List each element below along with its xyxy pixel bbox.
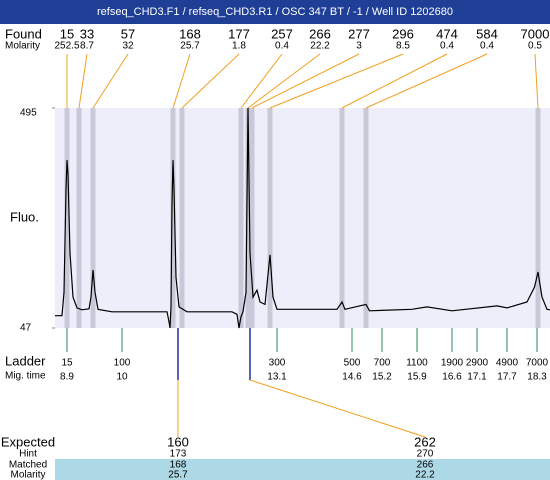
found-size: 57	[121, 26, 135, 41]
trace	[55, 107, 550, 329]
found-sublabel: Molarity	[5, 41, 40, 52]
expected-value: 160	[167, 434, 189, 449]
hint-value: 173	[170, 449, 187, 460]
molarity-label: Molarity	[10, 470, 45, 480]
found-molarity: 0.4	[480, 41, 494, 52]
ladder-time: 17.1	[467, 372, 487, 383]
found-size: 584	[476, 26, 498, 41]
found-size: 177	[228, 26, 250, 41]
found-label: Found	[5, 26, 42, 41]
peak-band	[170, 108, 176, 328]
found-size: 296	[392, 26, 414, 41]
matched-label: Matched	[9, 460, 47, 471]
y-tick-label: 47	[20, 323, 32, 334]
peak-band	[76, 108, 82, 328]
peak-band	[267, 108, 273, 328]
ladder-size: 4900	[496, 358, 519, 369]
peak-connector	[247, 53, 321, 109]
peak-band	[339, 108, 345, 328]
title-bar	[0, 0, 550, 24]
ladder-time: 15.9	[407, 372, 427, 383]
ladder-size: 1100	[406, 358, 428, 369]
ladder-size: 300	[269, 358, 286, 369]
peak-connector	[78, 53, 88, 109]
ladder-size: 100	[114, 358, 131, 369]
found-size: 266	[309, 26, 331, 41]
ladder-size: 1900	[441, 358, 464, 369]
ladder-time: 8.9	[60, 372, 74, 383]
found-size: 474	[436, 26, 458, 41]
found-size: 277	[348, 26, 370, 41]
found-molarity: 0.4	[275, 41, 289, 52]
hint-value: 270	[417, 449, 434, 460]
peak-band	[238, 108, 244, 328]
hint-label: Hint	[19, 449, 37, 460]
ladder-size: 15	[61, 358, 73, 369]
found-molarity: 22.2	[310, 41, 330, 52]
matched-value: 266	[417, 460, 434, 471]
peak-band	[245, 108, 251, 328]
peak-band	[90, 108, 96, 328]
ladder-size: 2900	[466, 358, 489, 369]
peak-band	[535, 108, 541, 328]
plot-area	[55, 108, 550, 328]
found-molarity: 3	[356, 41, 362, 52]
ladder-sublabel: Mig. time	[5, 371, 46, 382]
expected-molarity: 25.7	[168, 470, 188, 480]
found-size: 7000	[521, 26, 550, 41]
expected-molarity: 22.2	[415, 470, 435, 480]
peak-connector	[365, 53, 488, 109]
ladder-label: Ladder	[5, 353, 46, 368]
chart-title: refseq_CHD3.F1 / refseq_CHD3.R1 / OSC 34…	[97, 6, 453, 18]
peak-connector	[534, 53, 539, 109]
found-molarity: 8.5	[396, 41, 410, 52]
peak-band	[179, 108, 185, 328]
peak-connector	[240, 53, 283, 109]
peak-band	[363, 108, 369, 328]
ladder-time: 10	[116, 372, 128, 383]
peak-connector	[92, 53, 129, 109]
ladder-time: 18.3	[527, 372, 547, 383]
found-size: 257	[271, 26, 293, 41]
found-molarity: 25.7	[180, 41, 200, 52]
ladder-time: 15.2	[372, 372, 392, 383]
peak-band	[249, 108, 255, 328]
found-size: 168	[179, 26, 201, 41]
peak-connector	[269, 53, 404, 109]
ladder-size: 700	[374, 358, 391, 369]
peak-connector	[172, 53, 191, 109]
y-axis-label: Fluo.	[10, 209, 39, 224]
ladder-size: 7000	[526, 358, 549, 369]
ladder-time: 14.6	[342, 372, 362, 383]
peak-connector	[341, 53, 448, 109]
peak-connector	[251, 53, 360, 109]
expected-connector	[249, 379, 426, 438]
matched-value: 168	[170, 460, 187, 471]
found-molarity: 8.7	[80, 41, 94, 52]
found-molarity: 0.5	[528, 41, 542, 52]
found-molarity: 32	[122, 41, 134, 52]
found-size: 15	[60, 26, 74, 41]
matched-band	[55, 459, 550, 480]
ladder-time: 13.1	[267, 372, 287, 383]
found-size: 33	[80, 26, 94, 41]
ladder-time: 17.7	[497, 372, 517, 383]
y-tick-label: 495	[20, 108, 37, 119]
ladder-time: 16.6	[442, 372, 462, 383]
expected-value: 262	[414, 434, 436, 449]
ladder-size: 500	[344, 358, 361, 369]
peak-connector	[181, 53, 240, 109]
expected-label: Expected	[1, 434, 55, 449]
found-molarity: 1.8	[232, 41, 246, 52]
found-molarity: 252.5	[54, 41, 79, 52]
peak-band	[64, 108, 70, 328]
found-molarity: 0.4	[440, 41, 454, 52]
